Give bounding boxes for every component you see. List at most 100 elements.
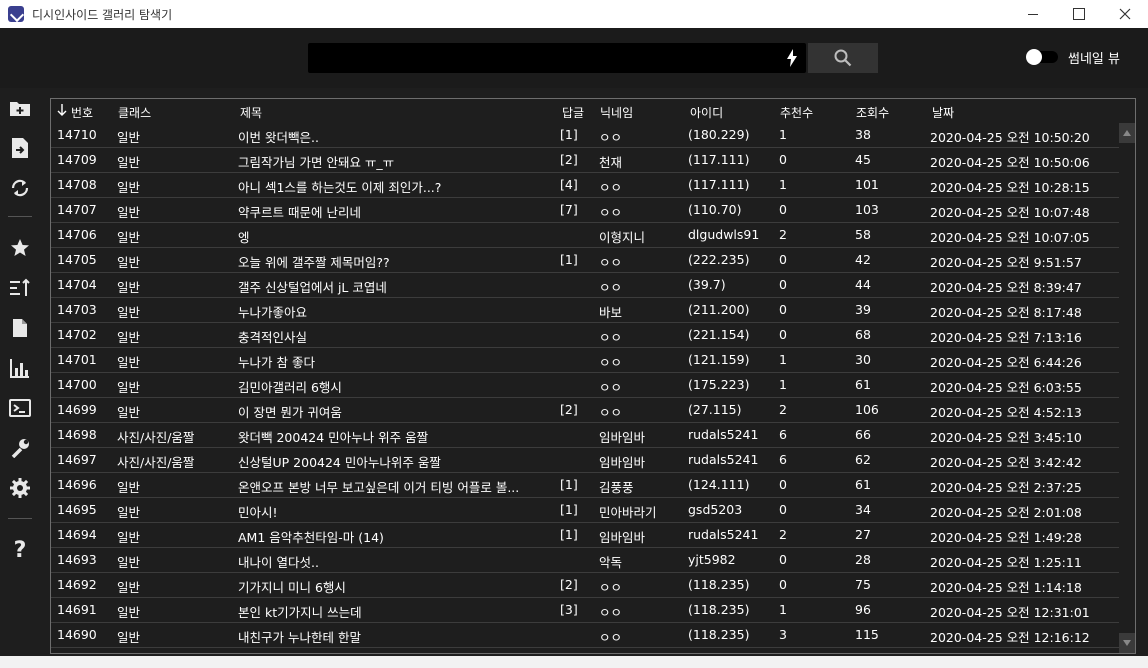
table-row[interactable]: 14698 사진/사진/움짤 왓더빽 200424 민아누나 위주 움짤 임바임바 ru… — [51, 423, 1119, 448]
post-class: 일반 — [117, 605, 141, 620]
view-count: 27 — [855, 527, 871, 542]
post-title: 갤주 신상털업에서 jL 코엽네 — [238, 280, 387, 295]
app-logo-icon — [8, 6, 24, 22]
title-bar: 디시인사이드 갤러리 탐색기 — [0, 0, 1148, 28]
table-row[interactable]: 14706 일반 엥 이형지니 dlgudwls91 2 58 2020-04-25 오전 1… — [51, 223, 1119, 248]
reply-count: [7] — [560, 202, 578, 217]
column-header-recommend[interactable]: 추천수 — [780, 106, 814, 120]
view-count: 39 — [855, 302, 871, 317]
column-header-title[interactable]: 제목 — [240, 106, 263, 120]
view-count: 75 — [855, 577, 871, 592]
post-date: 2020-04-25 오전 8:39:47 — [930, 280, 1082, 295]
post-date: 2020-04-25 오전 3:42:42 — [930, 455, 1082, 470]
table-row[interactable]: 14709 일반 그림작가님 가면 안돼요 ㅠ_ㅠ [2] 천재 (117.111) 0 45… — [51, 148, 1119, 173]
post-date: 2020-04-25 오전 2:37:25 — [930, 480, 1082, 495]
post-class: 일반 — [117, 255, 141, 270]
post-class: 일반 — [117, 480, 141, 495]
post-date: 2020-04-25 오전 9:51:57 — [930, 255, 1082, 270]
nickname: ㅇㅇ — [599, 130, 623, 145]
view-count: 61 — [855, 377, 871, 392]
console-button[interactable] — [8, 396, 32, 420]
maximize-button[interactable] — [1056, 0, 1102, 28]
search-input[interactable] — [308, 43, 806, 73]
table-row[interactable]: 14704 일반 갤주 신상털업에서 jL 코엽네 ㅇㅇ (39.7) 0 44 2020-0… — [51, 273, 1119, 298]
column-header-views[interactable]: 조회수 — [856, 106, 890, 120]
post-class: 일반 — [117, 330, 141, 345]
nickname: 김풍풍 — [599, 480, 634, 495]
table-row[interactable]: 14690 일반 내친구가 누나한테 한말 ㅇㅇ (118.235) 3 115 2020-0… — [51, 623, 1119, 648]
table-row[interactable]: 14708 일반 아니 섹1스를 하는것도 이제 죄인가...? [4] ㅇㅇ (117.… — [51, 173, 1119, 198]
view-count: 103 — [855, 202, 879, 217]
sort-button[interactable] — [8, 276, 32, 300]
reply-count: [4] — [560, 177, 578, 192]
sidebar-divider — [8, 216, 32, 217]
table-row[interactable]: 14703 일반 누나가좋아요 바보 (211.200) 0 39 2020-04-25 오전… — [51, 298, 1119, 323]
post-class: 일반 — [117, 305, 141, 320]
nickname: 민아바라기 — [599, 505, 657, 520]
refresh-button[interactable] — [8, 176, 32, 200]
column-header-user-id[interactable]: 아이디 — [690, 106, 724, 120]
user-id: gsd5203 — [688, 502, 743, 517]
user-id: (117.111) — [688, 152, 750, 167]
tools-button[interactable] — [8, 436, 32, 460]
table-row[interactable]: 14695 일반 민아시! [1] 민아바라기 gsd5203 0 34 2020-04-25 … — [51, 498, 1119, 523]
search-button[interactable] — [808, 43, 878, 73]
help-icon: ? — [13, 537, 27, 563]
table-row[interactable]: 14699 일반 이 장면 뭔가 귀여움 [2] ㅇㅇ (27.115) 2 106 2020-… — [51, 398, 1119, 423]
close-button[interactable] — [1102, 0, 1148, 28]
table-row[interactable]: 14705 일반 오늘 위에 갤주짤 제목머임?? [1] ㅇㅇ (222.235) 0 42… — [51, 248, 1119, 273]
table-row[interactable]: 14702 일반 충격적인사실 ㅇㅇ (221.154) 0 68 2020-04-25 오전… — [51, 323, 1119, 348]
table-row[interactable]: 14697 사진/사진/움짤 신상털UP 200424 민아누나위주 움짤 임바임바 r… — [51, 448, 1119, 473]
document-button[interactable] — [8, 316, 32, 340]
view-count: 61 — [855, 477, 871, 492]
favorites-button[interactable] — [8, 236, 32, 260]
post-number: 14704 — [57, 277, 97, 292]
nickname: 임바임바 — [599, 530, 646, 545]
gear-icon — [10, 478, 30, 498]
table-row[interactable]: 14693 일반 내나이 열다섯.. 악독 yjt5982 0 28 2020-04-25 오… — [51, 548, 1119, 573]
recommend-count: 0 — [779, 577, 787, 592]
column-header-number[interactable]: 번호 — [71, 106, 94, 120]
post-date: 2020-04-25 오전 1:49:28 — [930, 530, 1082, 545]
post-title: 약쿠르트 때문에 난리네 — [238, 205, 361, 220]
add-folder-button[interactable] — [8, 96, 32, 120]
column-header-nickname[interactable]: 닉네임 — [600, 106, 634, 120]
scroll-down-button[interactable] — [1119, 633, 1135, 653]
recommend-count: 1 — [779, 177, 787, 192]
column-header-class[interactable]: 클래스 — [118, 106, 152, 120]
table-row[interactable]: 14694 일반 AM1 음악추천타임-마 (14) [1] 임바임바 rudals524… — [51, 523, 1119, 548]
export-button[interactable] — [8, 136, 32, 160]
post-date: 2020-04-25 오전 7:13:16 — [930, 330, 1082, 345]
vertical-scrollbar[interactable] — [1119, 123, 1135, 653]
post-date: 2020-04-25 오전 12:31:01 — [930, 605, 1090, 620]
table-row[interactable]: 14691 일반 본인 kt기가지니 쓰는데 [3] ㅇㅇ (118.235) 1 96 202… — [51, 598, 1119, 623]
post-number: 14702 — [57, 327, 97, 342]
table-row[interactable]: 14710 일반 이번 왓더빽은.. [1] ㅇㅇ (180.229) 1 38 2020-04… — [51, 123, 1119, 148]
post-title: 오늘 위에 갤주짤 제목머임?? — [238, 255, 390, 270]
statistics-button[interactable] — [8, 356, 32, 380]
post-date: 2020-04-25 오전 1:14:18 — [930, 580, 1082, 595]
sort-arrow-icon[interactable] — [57, 104, 67, 118]
column-header-replies[interactable]: 답글 — [562, 106, 585, 120]
table-row[interactable]: 14700 일반 김민아갤러리 6행시 ㅇㅇ (175.223) 1 61 2020-04-2… — [51, 373, 1119, 398]
view-count: 62 — [855, 452, 871, 467]
table-row[interactable]: 14696 일반 온앤오프 본방 너무 보고싶은데 이거 티빙 어플로 볼... [1… — [51, 473, 1119, 498]
post-number: 14698 — [57, 427, 97, 442]
user-id: (39.7) — [688, 277, 726, 292]
help-button[interactable]: ? — [8, 537, 32, 563]
table-row[interactable]: 14692 일반 기가지니 미니 6행시 [2] ㅇㅇ (118.235) 0 75 2020-… — [51, 573, 1119, 598]
settings-button[interactable] — [8, 476, 32, 500]
minimize-button[interactable] — [1010, 0, 1056, 28]
post-title: AM1 음악추천타임-마 (14) — [238, 530, 384, 545]
column-header-date[interactable]: 날짜 — [932, 106, 955, 120]
table-row[interactable]: 14701 일반 누나가 참 좋다 ㅇㅇ (121.159) 1 30 2020-04-25 … — [51, 348, 1119, 373]
scroll-up-button[interactable] — [1119, 123, 1135, 143]
table-header: 번호 클래스 제목 답글 닉네임 아이디 추천수 조회수 날짜 — [51, 99, 1119, 123]
toggle-knob — [1026, 49, 1042, 65]
lightning-icon[interactable] — [786, 49, 798, 67]
sidebar-divider — [8, 518, 32, 519]
table-row[interactable]: 14707 일반 약쿠르트 때문에 난리네 [7] ㅇㅇ (110.70) 0 103 2020… — [51, 198, 1119, 223]
nickname: 임바임바 — [599, 455, 646, 470]
thumbnail-view-toggle[interactable] — [1026, 49, 1058, 65]
user-id: (121.159) — [688, 352, 750, 367]
